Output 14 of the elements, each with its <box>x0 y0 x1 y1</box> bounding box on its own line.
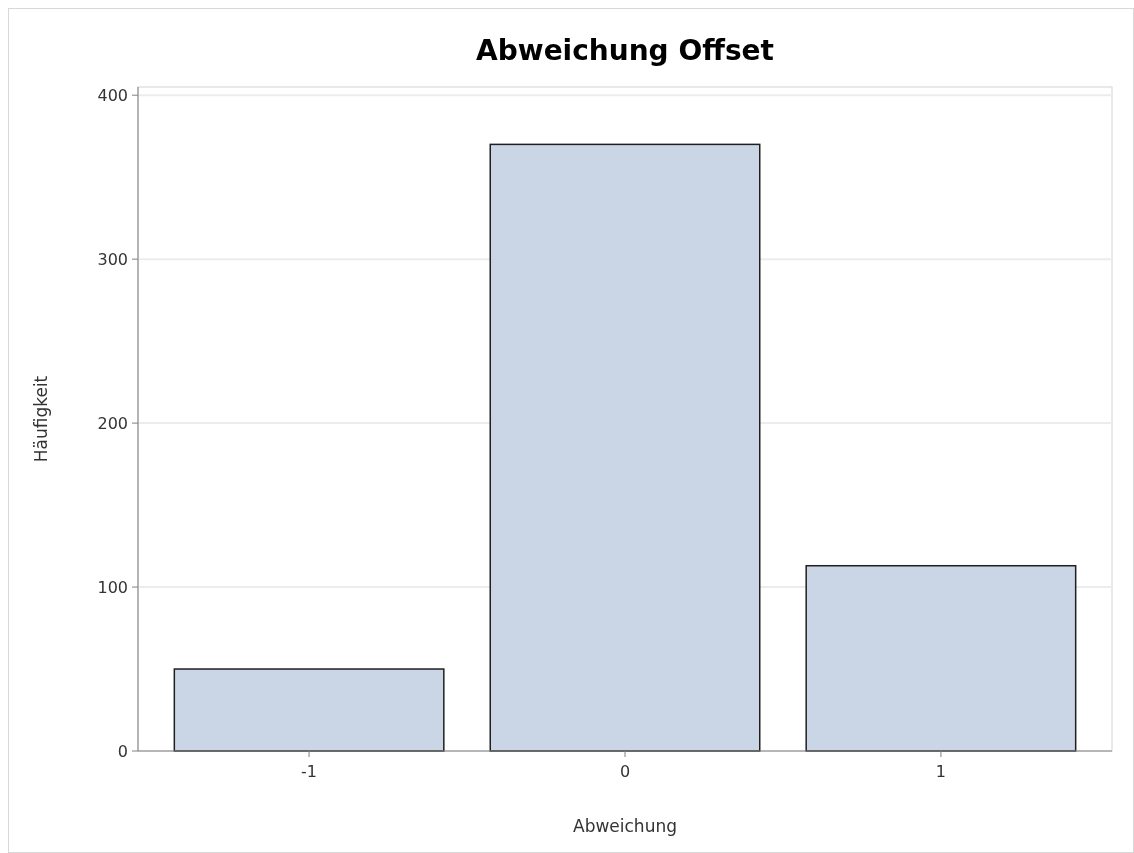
x-tick-label: 0 <box>619 762 631 781</box>
y-tick-label: 300 <box>97 249 128 269</box>
y-axis-title: Häufigkeit <box>31 375 51 463</box>
bar <box>489 143 761 752</box>
x-tick-label: -1 <box>301 762 318 781</box>
y-tick-label: 400 <box>97 85 128 105</box>
y-tick-label: 0 <box>117 741 128 761</box>
x-tick-label: 1 <box>935 762 947 781</box>
chart-title: Abweichung Offset <box>476 34 774 67</box>
bar <box>173 668 445 752</box>
y-tick-label: 200 <box>97 413 128 433</box>
y-tick-label: 100 <box>97 577 128 597</box>
x-axis-title: Abweichung <box>573 816 677 836</box>
bar <box>805 564 1077 752</box>
